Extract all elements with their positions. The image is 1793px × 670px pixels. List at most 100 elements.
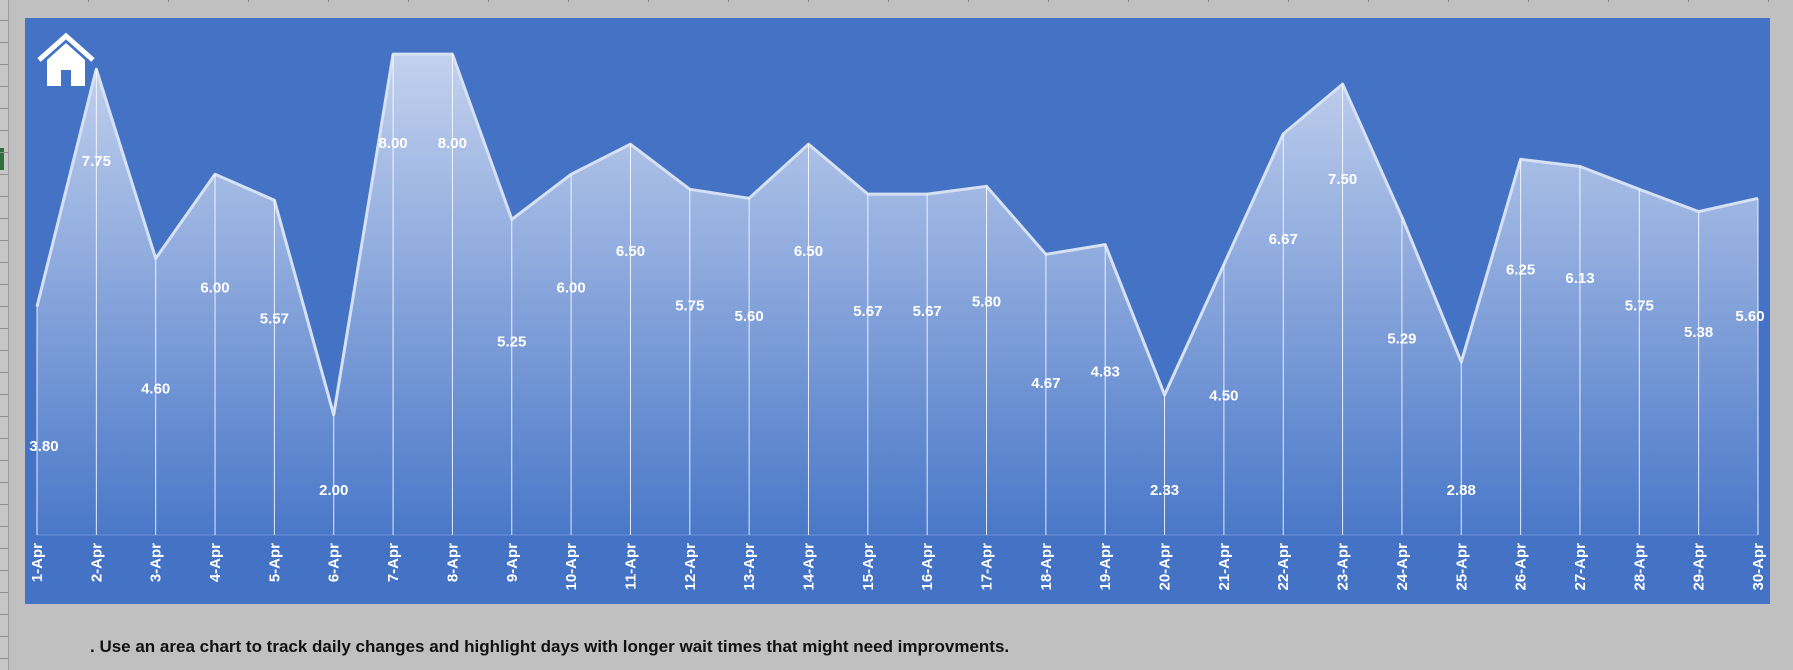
data-label: 5.67: [853, 303, 882, 320]
data-label: 8.00: [378, 135, 407, 152]
column-gridline: [888, 0, 889, 2]
x-tick-label: 28-Apr: [1631, 543, 1648, 591]
data-label: 5.60: [735, 308, 764, 325]
row-gridline: [0, 614, 8, 615]
column-gridline: [1768, 0, 1769, 2]
column-gridline: [1208, 0, 1209, 2]
row-gridline: [0, 64, 8, 65]
x-tick-label: 8-Apr: [444, 543, 461, 582]
x-tick-label: 26-Apr: [1513, 543, 1530, 591]
data-label: 7.50: [1328, 171, 1357, 188]
column-gridline: [88, 0, 89, 2]
data-label: 2.88: [1447, 482, 1476, 499]
data-label: 8.00: [438, 135, 467, 152]
data-label: 4.60: [141, 380, 170, 397]
data-label: 7.75: [82, 153, 111, 170]
chart-note: . Use an area chart to track daily chang…: [90, 637, 1010, 656]
row-gridline: [0, 548, 8, 549]
x-tick-label: 4-Apr: [207, 543, 224, 582]
row-gridline: [0, 460, 8, 461]
row-gridline: [0, 592, 8, 593]
row-gridline: [0, 42, 8, 43]
row-gridline: [0, 240, 8, 241]
column-gridline: [408, 0, 409, 2]
row-header-strip: [0, 0, 9, 670]
column-gridline: [248, 0, 249, 2]
row-gridline: [0, 438, 8, 439]
row-gridline: [0, 152, 8, 153]
column-gridline: [1368, 0, 1369, 2]
x-tick-label: 3-Apr: [148, 543, 165, 582]
row-gridline: [0, 196, 8, 197]
area-series: [37, 54, 1758, 535]
column-gridline: [1448, 0, 1449, 2]
drop-lines: [36, 54, 1759, 535]
data-label: 6.50: [794, 243, 823, 260]
data-label: 6.50: [616, 243, 645, 260]
column-gridline: [1128, 0, 1129, 2]
data-label: 5.25: [497, 333, 526, 350]
row-gridline: [0, 130, 8, 131]
x-tick-label: 9-Apr: [504, 543, 521, 582]
x-tick-label: 20-Apr: [1157, 543, 1174, 591]
column-gridline: [808, 0, 809, 2]
area-layer: [35, 52, 1759, 536]
column-gridline: [1288, 0, 1289, 2]
x-tick-label: 13-Apr: [741, 543, 758, 591]
x-tick-label: 14-Apr: [800, 543, 817, 591]
column-gridline: [728, 0, 729, 2]
x-tick-label: 7-Apr: [385, 543, 402, 582]
row-gridline: [0, 416, 8, 417]
x-tick-label: 19-Apr: [1097, 543, 1114, 591]
row-gridline: [0, 20, 8, 21]
column-gridline: [488, 0, 489, 2]
x-tick-label: 21-Apr: [1216, 543, 1233, 591]
data-label: 6.00: [557, 279, 586, 296]
x-tick-label: 1-Apr: [29, 543, 46, 582]
x-tick-label: 30-Apr: [1750, 543, 1767, 591]
x-tick-label: 29-Apr: [1691, 543, 1708, 591]
data-label: 4.67: [1031, 375, 1060, 392]
data-label: 6.67: [1269, 231, 1298, 248]
data-labels: 3.80 7.75 4.60 6.00 5.57 2.00 8.00 8.00 5.25 6.00…: [29, 135, 1764, 499]
row-gridline: [0, 86, 8, 87]
row-gridline: [0, 284, 8, 285]
x-tick-label: 23-Apr: [1335, 543, 1352, 591]
data-label: 6.00: [200, 279, 229, 296]
column-gridline: [1688, 0, 1689, 2]
column-gridline: [1528, 0, 1529, 2]
x-tick-label: 6-Apr: [326, 543, 343, 582]
selected-row-marker: [0, 148, 4, 170]
data-label: 5.57: [260, 310, 289, 327]
row-gridline: [0, 394, 8, 395]
data-label: 2.33: [1150, 482, 1179, 499]
row-gridline: [0, 482, 8, 483]
x-tick-label: 12-Apr: [682, 543, 699, 591]
row-gridline: [0, 108, 8, 109]
row-gridline: [0, 306, 8, 307]
row-gridline: [0, 526, 8, 527]
column-gridline: [648, 0, 649, 2]
data-label: 5.67: [913, 303, 942, 320]
column-gridline: [1608, 0, 1609, 2]
home-icon: [37, 32, 95, 86]
column-gridline: [968, 0, 969, 2]
column-gridline: [1048, 0, 1049, 2]
x-tick-label: 5-Apr: [266, 543, 283, 582]
row-gridline: [0, 218, 8, 219]
row-gridline: [0, 262, 8, 263]
chart-area[interactable]: 3.80 7.75 4.60 6.00 5.57 2.00 8.00 8.00 5.25 6.00…: [25, 18, 1770, 604]
data-label: 6.25: [1506, 261, 1535, 278]
home-button[interactable]: [35, 32, 97, 88]
data-label: 4.83: [1091, 364, 1120, 381]
row-gridline: [0, 570, 8, 571]
data-label: 5.75: [675, 297, 704, 314]
x-axis-ticks: 1-Apr 2-Apr 3-Apr 4-Apr 5-Apr 6-Apr 7-Apr 8-Apr…: [29, 543, 1767, 591]
x-tick-label: 15-Apr: [860, 543, 877, 591]
data-label: 4.50: [1209, 387, 1238, 404]
column-gridline: [168, 0, 169, 2]
data-label: 5.60: [1735, 308, 1764, 325]
x-tick-label: 10-Apr: [563, 543, 580, 591]
data-label: 5.38: [1684, 324, 1713, 341]
x-tick-label: 16-Apr: [919, 543, 936, 591]
